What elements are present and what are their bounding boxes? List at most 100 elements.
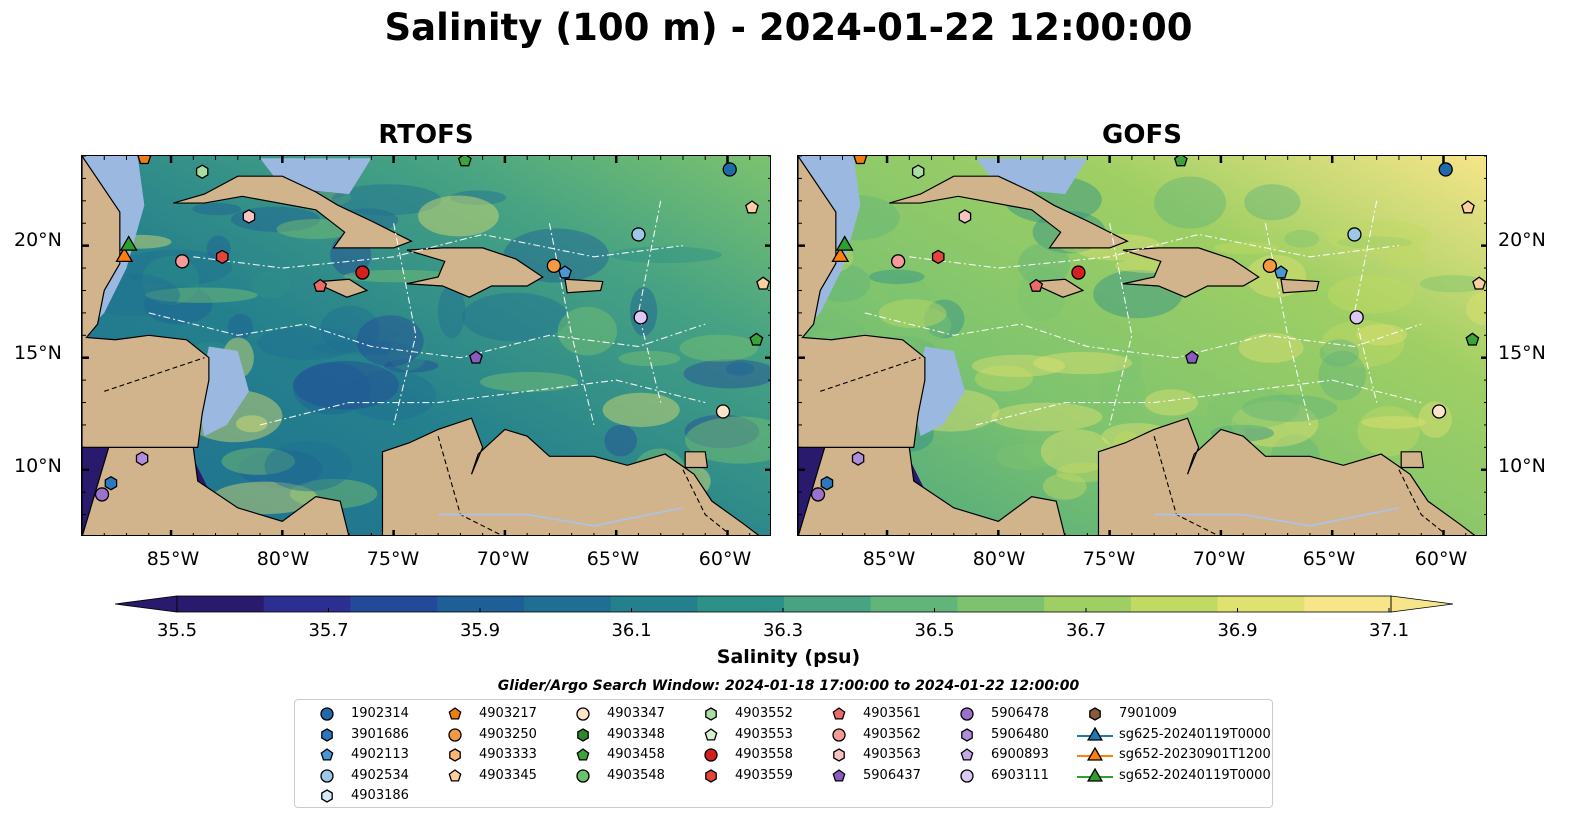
hexagon-marker-icon [321, 789, 333, 803]
map-marker [820, 475, 834, 491]
hexagon-marker-icon [577, 727, 589, 742]
map-marker [891, 254, 906, 269]
map-marker [115, 246, 134, 263]
map-marker [195, 164, 209, 179]
circle-marker-icon [320, 707, 334, 721]
map-gofs[interactable] [797, 155, 1487, 536]
map-marker [749, 332, 764, 346]
legend-item-label: 4903345 [479, 767, 537, 783]
map-marker [558, 265, 572, 279]
map-rtofs[interactable] [81, 155, 771, 536]
map-marker [756, 276, 770, 290]
map-marker [1262, 258, 1278, 273]
colorbar-label: Salinity (psu) [716, 646, 861, 668]
legend: 1902314 3901686 4902113 4902534 4903186 49032… [294, 699, 1273, 808]
map-marker [546, 258, 562, 273]
legend-title: Glider/Argo Search Window: 2024-01-18 17… [497, 678, 1080, 694]
legend-item-label: 6900893 [991, 747, 1049, 762]
lat-label-15n-right: 15°N [1498, 342, 1546, 364]
hexagon-marker-icon [705, 707, 717, 721]
legend-item-label: 4903333 [479, 747, 537, 762]
circle-marker-icon [576, 707, 590, 721]
map-marker [1349, 310, 1364, 325]
map-marker [135, 451, 149, 466]
circle-marker-icon [448, 727, 462, 742]
map-marker [911, 164, 925, 179]
map-marker [119, 235, 138, 251]
colorbar-tick-label: 37.1 [1368, 620, 1410, 641]
pentagon-marker-icon [704, 727, 718, 741]
map-marker [631, 227, 646, 242]
colorbar-tick-label: 36.1 [611, 620, 652, 641]
legend-item-label: 5906437 [863, 767, 921, 783]
colorbar-tick-label: 36.7 [1065, 620, 1107, 641]
lon-label-60w-left: 60°W [698, 548, 752, 570]
hexagon-marker-icon [961, 727, 973, 742]
map-marker [94, 487, 110, 502]
legend-item-label: 5906478 [991, 706, 1049, 721]
map-marker [1029, 278, 1044, 292]
pentagon-marker-icon [448, 768, 462, 782]
map-marker [1173, 156, 1188, 167]
legend-item-label: 4903186 [351, 788, 409, 803]
legend-item-label: 4903561 [863, 706, 921, 721]
map-marker [745, 200, 759, 214]
lon-label-85w-right: 85°W [862, 548, 916, 570]
map-marker [835, 235, 854, 251]
map-marker [469, 350, 483, 364]
map-marker [1071, 265, 1086, 280]
lon-label-85w-left: 85°W [146, 548, 200, 570]
legend-item-label: 4903563 [863, 747, 921, 762]
legend-item-label: sg625-20240119T0000 [1119, 726, 1271, 742]
triangle-marker-icon [1077, 726, 1113, 741]
circle-marker-icon [576, 768, 590, 783]
lat-label-20n-right: 20°N [1498, 229, 1546, 251]
map-marker [215, 249, 229, 265]
pentagon-marker-icon [320, 748, 334, 761]
map-marker [1431, 404, 1447, 419]
colorbar-tick-label: 36.9 [1217, 620, 1258, 641]
legend-item-label: 4903217 [479, 706, 537, 721]
circle-marker-icon [320, 768, 334, 783]
lon-label-65w-left: 65°W [586, 548, 640, 570]
map-marker [851, 451, 865, 466]
colorbar-tick-label: 36.3 [762, 620, 804, 641]
map-marker [1438, 162, 1453, 177]
circle-marker-icon [960, 707, 974, 721]
legend-item-label: sg652-20230901T1200 [1119, 747, 1271, 762]
colorbar-tick-label: 35.7 [308, 620, 349, 641]
legend-item-label: 4903347 [607, 706, 665, 721]
legend-item-label: 4903552 [735, 706, 793, 721]
map-marker [457, 156, 472, 167]
lat-label-10n-right: 10°N [1498, 455, 1546, 477]
legend-item-label: 6903111 [991, 767, 1049, 783]
map-marker [242, 209, 256, 224]
circle-marker-icon [704, 748, 718, 762]
colorbar-tick-label: 35.9 [459, 620, 501, 641]
map-marker [1472, 276, 1486, 290]
map-marker [853, 156, 868, 165]
lon-label-65w-right: 65°W [1302, 548, 1356, 570]
legend-item-label: 4903548 [607, 767, 665, 783]
map-marker [313, 278, 328, 292]
pentagon-marker-icon [448, 707, 462, 720]
legend-item-label: 4903458 [607, 747, 665, 762]
lat-label-20n-left: 20°N [14, 229, 62, 251]
map-marker [1347, 227, 1362, 242]
lon-label-70w-left: 70°W [476, 548, 530, 570]
map-marker [722, 162, 737, 177]
pentagon-marker-icon [832, 768, 846, 782]
map-marker [1461, 200, 1475, 214]
hexagon-marker-icon [833, 748, 845, 762]
circle-marker-icon [960, 768, 974, 783]
legend-item-label: 4902534 [351, 767, 409, 783]
map-marker [715, 404, 731, 419]
legend-item-label: 4903553 [735, 726, 793, 742]
legend-item-label: 4903250 [479, 726, 537, 742]
pentagon-marker-icon [576, 748, 590, 761]
hexagon-marker-icon [321, 727, 333, 742]
lon-label-75w-right: 75°W [1082, 548, 1136, 570]
map-marker [1274, 265, 1288, 279]
legend-item-label: 1902314 [351, 706, 409, 721]
colorbar-tick-label: 36.5 [914, 620, 955, 641]
